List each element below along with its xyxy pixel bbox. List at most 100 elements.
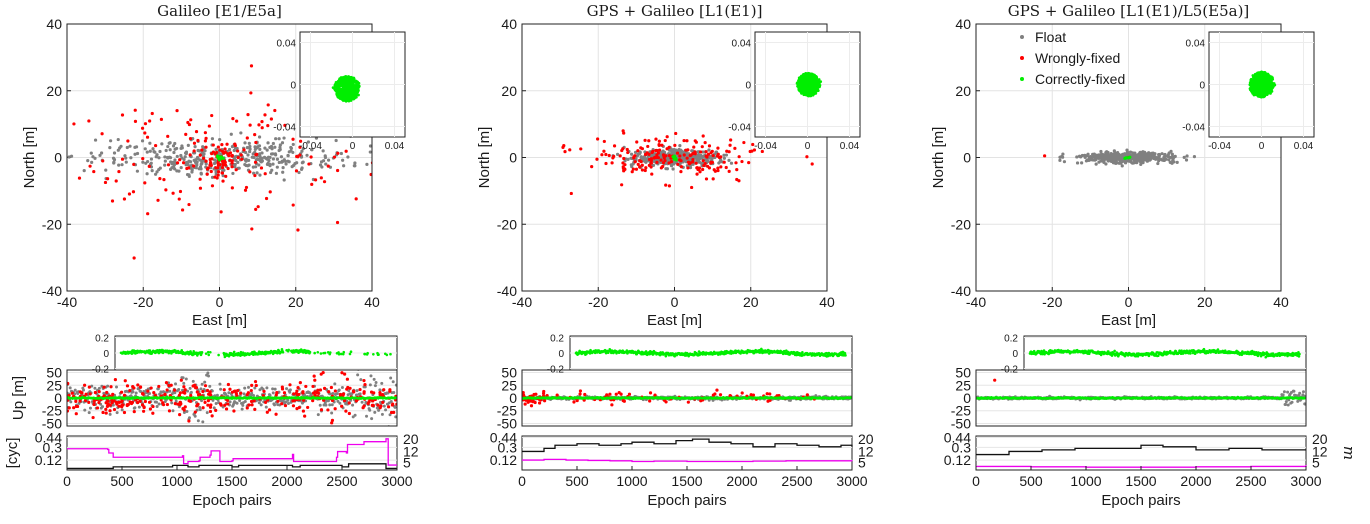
inset-point — [815, 84, 818, 88]
inset-point — [814, 86, 818, 90]
wrong-fixed-point — [691, 158, 695, 162]
wrong-fixed-point — [607, 153, 611, 158]
wrong-fixed-point — [602, 139, 606, 144]
wrong-fixed-point — [67, 406, 71, 410]
wrong-fixed-point — [652, 156, 656, 160]
inset-point — [336, 81, 340, 85]
wrong-fixed-point — [633, 160, 637, 164]
wrong-fixed-point — [674, 131, 678, 136]
float-point — [196, 419, 200, 423]
float-point — [271, 141, 275, 146]
wrong-fixed-point — [621, 161, 625, 165]
float-point — [324, 162, 328, 166]
wrong-fixed-point — [742, 140, 746, 145]
float-point — [187, 174, 191, 178]
float-point — [112, 157, 117, 162]
wrong-fixed-point — [685, 139, 689, 143]
float-point — [285, 387, 289, 391]
wrong-fixed-point — [226, 382, 230, 387]
wrong-fixed-point — [216, 170, 221, 174]
wrong-fixed-point — [390, 403, 394, 407]
float-point — [698, 153, 703, 158]
inset-point — [804, 92, 808, 96]
inset-point — [801, 82, 804, 86]
float-point — [305, 153, 309, 157]
wrong-fixed-point — [243, 188, 248, 192]
wrong-fixed-point — [273, 108, 277, 113]
wrong-fixed-point — [165, 388, 169, 392]
wrong-fixed-point — [336, 168, 340, 173]
x-tick-label: 0 — [671, 294, 679, 310]
wrong-fixed-point — [187, 419, 191, 423]
wrong-fixed-point — [216, 173, 220, 177]
float-point — [156, 387, 160, 391]
wrong-fixed-point — [263, 113, 267, 117]
inset-point — [797, 88, 801, 92]
wrong-fixed-point — [727, 150, 731, 154]
wrong-fixed-point — [159, 117, 164, 121]
inset-y-tick: -0.04 — [728, 123, 751, 134]
wrong-fixed-point — [175, 109, 179, 113]
wrong-fixed-point — [621, 147, 625, 151]
wrong-fixed-point — [234, 392, 238, 396]
wrong-fixed-point — [103, 180, 108, 185]
float-point — [112, 151, 117, 155]
float-point — [214, 401, 218, 405]
wrong-fixed-point — [181, 390, 185, 395]
wrong-fixed-point — [276, 399, 280, 403]
inset-point — [355, 91, 359, 95]
float-point — [252, 155, 256, 160]
wrong-fixed-point — [722, 160, 726, 164]
wrong-fixed-point — [148, 407, 153, 411]
inset-point — [351, 89, 355, 93]
wrong-fixed-point — [205, 172, 209, 176]
wrong-fixed-point — [131, 190, 136, 194]
wrong-fixed-point — [728, 143, 732, 147]
float-point — [205, 411, 209, 415]
wrong-fixed-point — [225, 142, 229, 146]
float-point — [101, 405, 105, 409]
wrong-fixed-point — [185, 166, 189, 171]
wrong-fixed-point — [335, 220, 340, 225]
y-tick-label: -25 — [497, 403, 517, 419]
x-tick-label: 2500 — [326, 473, 357, 489]
float-point — [286, 159, 290, 163]
float-point — [299, 167, 304, 171]
float-point — [268, 155, 272, 160]
float-point — [173, 158, 177, 162]
wrong-fixed-point — [167, 383, 171, 388]
float-point — [135, 151, 140, 156]
float-point — [297, 170, 301, 175]
wrong-fixed-point — [326, 408, 330, 412]
left-tick-label: 0.12 — [35, 452, 62, 468]
float-point — [115, 411, 119, 415]
wrong-fixed-point — [211, 143, 215, 147]
float-point — [321, 159, 326, 163]
float-point — [146, 159, 150, 164]
wrong-fixed-point — [716, 152, 720, 156]
wrong-fixed-point — [106, 399, 110, 403]
wrong-fixed-point — [711, 153, 715, 158]
wrong-fixed-point — [254, 383, 258, 388]
inset-point — [328, 351, 332, 354]
wrong-fixed-point — [346, 385, 350, 390]
wrong-fixed-point — [259, 166, 264, 170]
wrong-fixed-point — [316, 388, 320, 392]
wrong-fixed-point — [329, 385, 333, 390]
float-point — [615, 152, 620, 156]
float-point — [129, 394, 133, 398]
wrong-fixed-point — [164, 381, 169, 385]
float-point — [87, 411, 91, 415]
plot-frame — [66, 435, 398, 471]
wrong-fixed-point — [210, 184, 215, 188]
wrong-fixed-point — [340, 404, 344, 408]
wrong-fixed-point — [700, 145, 704, 149]
wrong-fixed-point — [188, 153, 192, 157]
wrong-fixed-point — [319, 176, 323, 180]
float-point — [370, 417, 374, 421]
wrong-fixed-point — [242, 148, 246, 152]
wrong-fixed-point — [206, 399, 210, 403]
wrong-fixed-point — [639, 146, 643, 150]
wrong-fixed-point — [715, 388, 719, 392]
